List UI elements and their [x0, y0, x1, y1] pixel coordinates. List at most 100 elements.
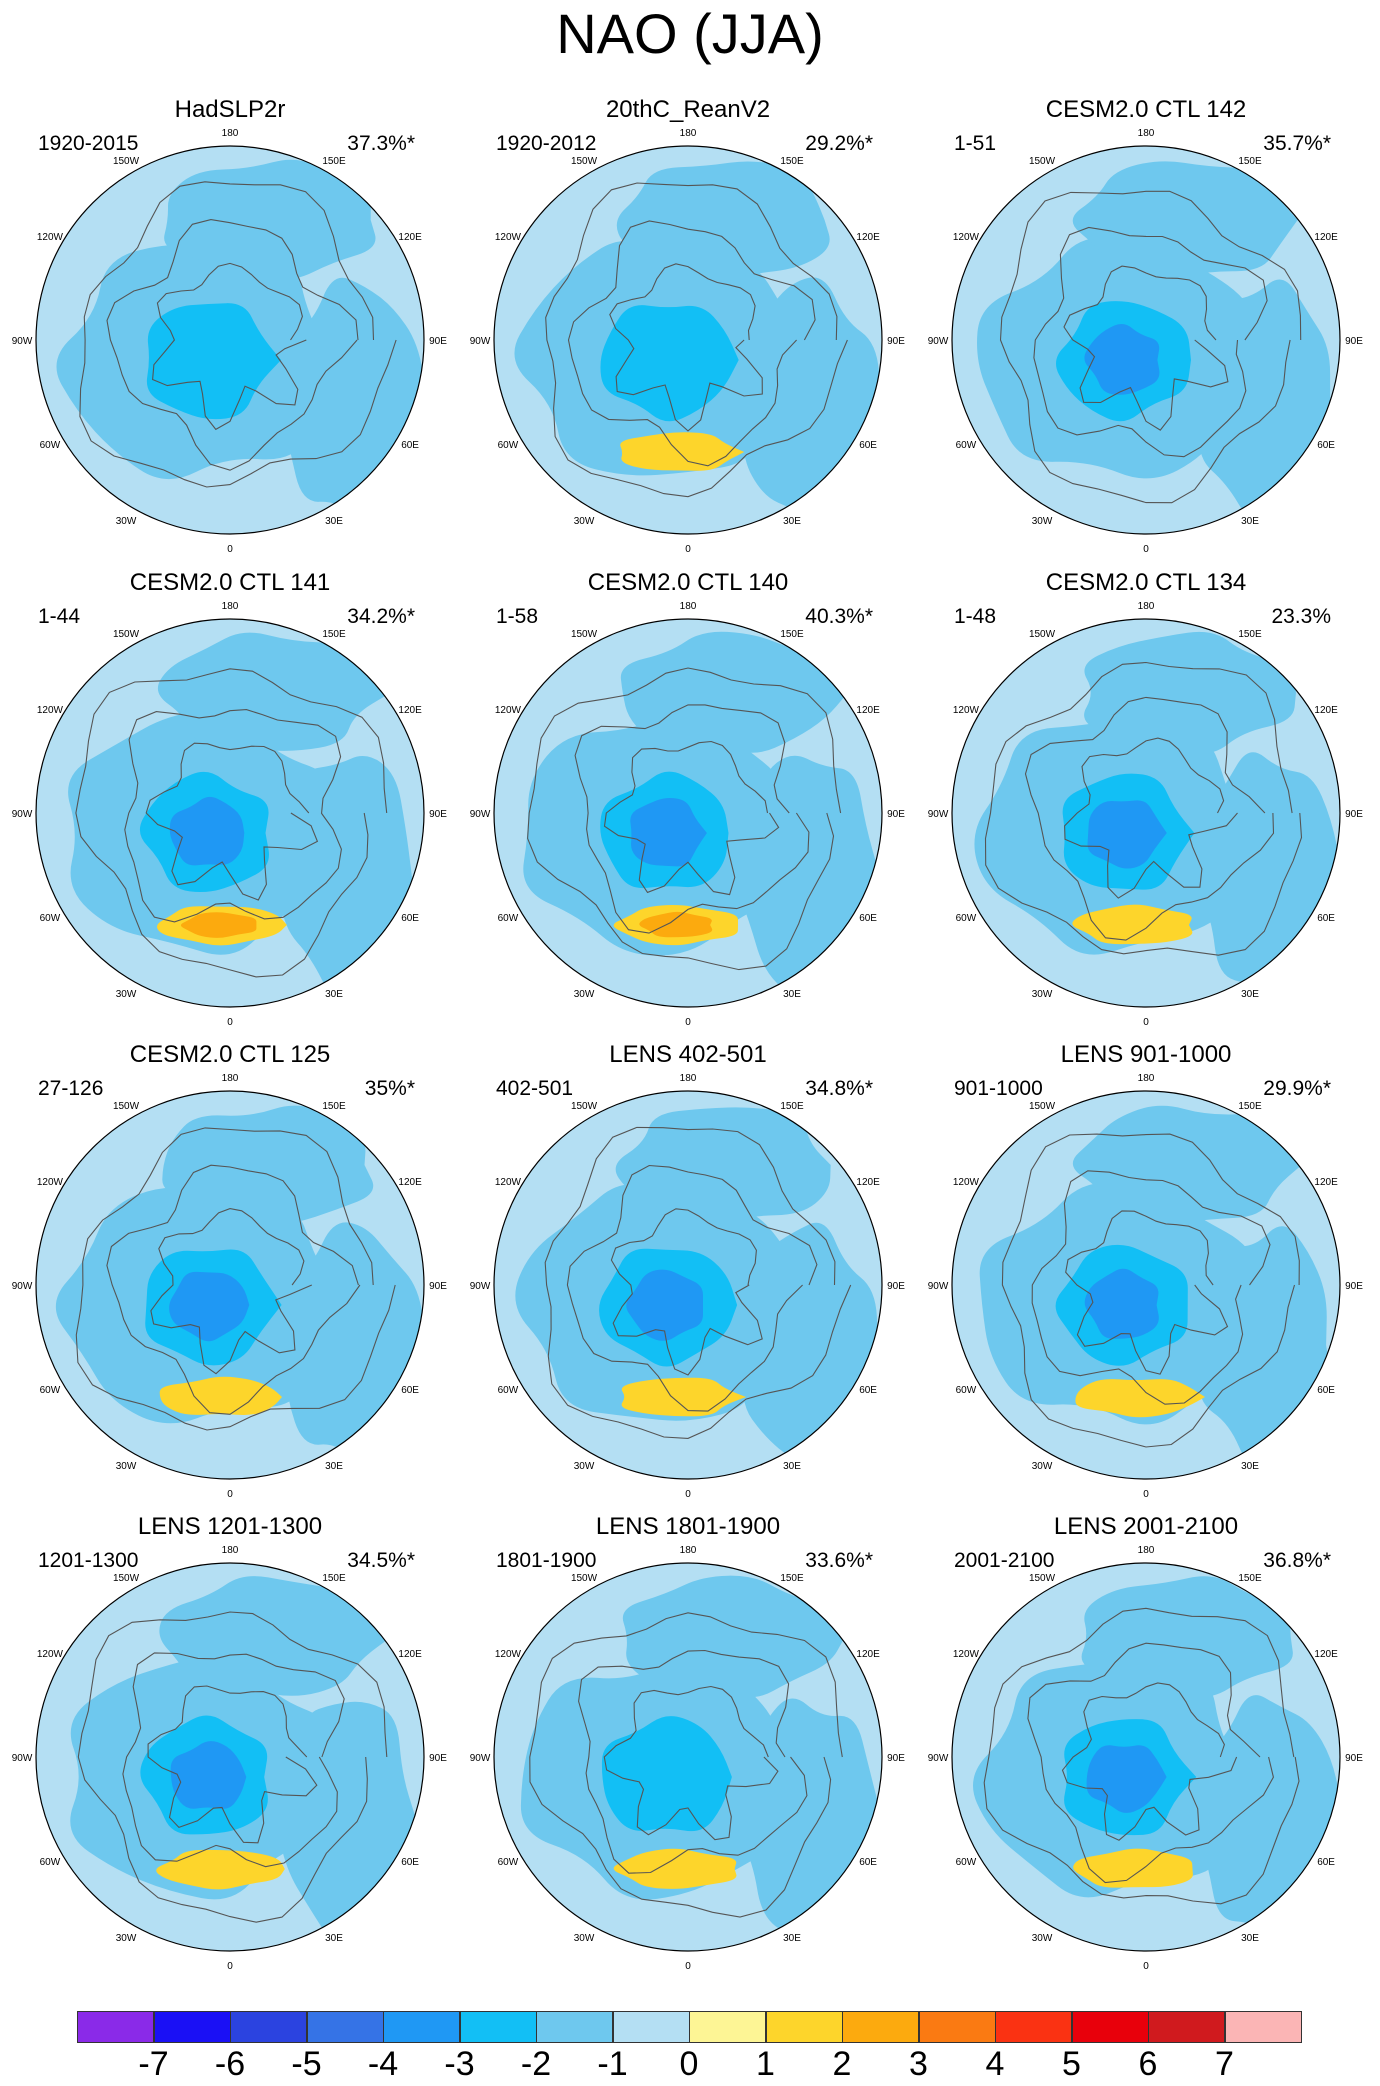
- longitude-label: 90W: [928, 1281, 949, 1292]
- longitude-label: 120W: [495, 1649, 522, 1660]
- coastline: [529, 1612, 843, 1918]
- panel-title: LENS 402-501: [609, 1041, 767, 1068]
- longitude-label: 120E: [1314, 232, 1338, 243]
- panel-period: 27-126: [38, 1077, 104, 1100]
- longitude-label: 90E: [887, 1753, 905, 1764]
- coastline: [544, 1126, 852, 1439]
- longitude-label: 120E: [1314, 1177, 1338, 1188]
- map-panel: LENS 2001-2100 2001-2100 36.8%* 180 150E 120E…: [916, 1512, 1376, 1982]
- field-level-pos2: [613, 1848, 737, 1889]
- coastline: [75, 668, 388, 978]
- panel-period: 1201-1300: [38, 1549, 139, 1572]
- longitude-label: 90W: [12, 336, 33, 347]
- panel-period: 1920-2012: [496, 132, 597, 155]
- map-boundary: [35, 1562, 425, 1952]
- longitude-label: 180: [680, 1545, 697, 1556]
- colorbar-bin: [612, 2011, 690, 2043]
- map-panel: LENS 901-1000 901-1000 29.9%* 180 150E 120E 90…: [916, 1040, 1376, 1510]
- longitude-label: 120E: [398, 1177, 422, 1188]
- longitude-label: 60W: [498, 913, 519, 924]
- panel-explained-variance: 36.8%*: [1263, 1549, 1331, 1572]
- colorbar-tick-label: 5: [1062, 2045, 1081, 2083]
- longitude-label: 60E: [859, 913, 877, 924]
- longitude-label: 90E: [429, 1753, 447, 1764]
- panel-title: 20thC_ReanV2: [605, 96, 771, 123]
- polar-map: 180 150E 120E 90E 60E 30E 0 30W 60W 90W 120W 150W: [470, 1073, 906, 1500]
- longitude-label: 150E: [780, 156, 804, 167]
- longitude-label: 90W: [928, 1753, 949, 1764]
- polar-map: 180 150E 120E 90E 60E 30E 0 30W 60W 90W 120W 150W: [470, 601, 906, 1028]
- longitude-label: 30E: [1241, 516, 1259, 527]
- longitude-label: 60E: [401, 1385, 419, 1396]
- longitude-label: 150E: [322, 156, 346, 167]
- longitude-label: 30W: [116, 989, 137, 1000]
- coastline: [545, 182, 848, 498]
- longitude-label: 150E: [322, 629, 346, 640]
- panel-explained-variance: 40.3%*: [805, 605, 873, 628]
- longitude-label: 120W: [37, 1649, 64, 1660]
- coastline: [999, 190, 1302, 504]
- longitude-label: 120E: [856, 232, 880, 243]
- field-level-neg1: [1072, 161, 1298, 280]
- longitude-label: 150E: [1238, 1573, 1262, 1584]
- colorbar-tick-label: -3: [444, 2045, 475, 2083]
- longitude-label: 120W: [953, 1177, 980, 1188]
- longitude-label: 120W: [37, 232, 64, 243]
- field-level-pos2: [156, 1849, 285, 1890]
- polar-map: 180 150E 120E 90E 60E 30E 0 30W 60W 90W 120W 150W: [470, 1545, 906, 1972]
- colorbar-tick-label: 6: [1138, 2045, 1158, 2083]
- field-level-neg2: [601, 1716, 732, 1832]
- longitude-label: 150E: [322, 1573, 346, 1584]
- longitude-label: 30W: [116, 1461, 137, 1472]
- longitude-label: 60E: [1317, 440, 1335, 451]
- longitude-label: 30W: [1032, 516, 1053, 527]
- field-level-neg3: [630, 797, 707, 867]
- field-level-neg1: [157, 632, 391, 751]
- longitude-label: 90E: [429, 1281, 447, 1292]
- colorbar-tick-label: 4: [985, 2045, 1005, 2083]
- longitude-label: 60E: [859, 1385, 877, 1396]
- colorbar-bin: [536, 2011, 613, 2043]
- longitude-label: 30E: [1241, 1933, 1259, 1944]
- panel-period: 1-44: [38, 605, 81, 628]
- longitude-label: 30W: [1032, 1933, 1053, 1944]
- longitude-label: 120E: [856, 705, 880, 716]
- field-level-neg1: [164, 159, 376, 282]
- longitude-label: 60E: [1317, 1857, 1335, 1868]
- field-level-neg1: [616, 161, 830, 281]
- panel-explained-variance: 34.8%*: [805, 1077, 873, 1100]
- panel-period: 402-501: [496, 1077, 574, 1100]
- longitude-label: 30E: [325, 1461, 343, 1472]
- longitude-label: 60W: [498, 1857, 519, 1868]
- panel-explained-variance: 34.5%*: [347, 1549, 415, 1572]
- longitude-label: 150W: [1029, 1573, 1056, 1584]
- map-boundary: [493, 1562, 883, 1952]
- longitude-label: 0: [227, 544, 233, 555]
- longitude-label: 60W: [40, 440, 61, 451]
- map-panel: HadSLP2r 1920-2015 37.3%* 180 150E 120E 90E 60E…: [0, 95, 460, 565]
- longitude-label: 120W: [495, 232, 522, 243]
- longitude-label: 60E: [401, 1857, 419, 1868]
- panel-explained-variance: 29.9%*: [1263, 1077, 1331, 1100]
- longitude-label: 60W: [956, 1385, 977, 1396]
- longitude-label: 90W: [928, 809, 949, 820]
- panel-title: CESM2.0 CTL 140: [587, 569, 789, 596]
- longitude-label: 0: [227, 1961, 233, 1972]
- panel-title: LENS 2001-2100: [1053, 1513, 1239, 1540]
- longitude-label: 120E: [1314, 705, 1338, 716]
- longitude-label: 150W: [1029, 156, 1056, 167]
- coastline: [75, 1127, 396, 1431]
- panel-period: 1-51: [954, 132, 997, 155]
- colorbar-bin: [383, 2011, 460, 2043]
- polar-map: 180 150E 120E 90E 60E 30E 0 30W 60W 90W 120W 150W: [928, 601, 1364, 1028]
- field-level-neg3: [169, 1271, 250, 1342]
- field-level-neg1: [1084, 631, 1296, 755]
- map-panel: CESM2.0 CTL 134 1-48 23.3% 180 150E 120E 90E 60…: [916, 568, 1376, 1038]
- field-level-neg2: [146, 303, 282, 420]
- longitude-label: 90E: [429, 336, 447, 347]
- map-panel: LENS 1801-1900 1801-1900 33.6%* 180 150E 120E…: [458, 1512, 918, 1982]
- map-boundary: [35, 145, 425, 535]
- longitude-label: 30W: [1032, 1461, 1053, 1472]
- longitude-label: 150W: [571, 1573, 598, 1584]
- panel-period: 1920-2015: [38, 132, 139, 155]
